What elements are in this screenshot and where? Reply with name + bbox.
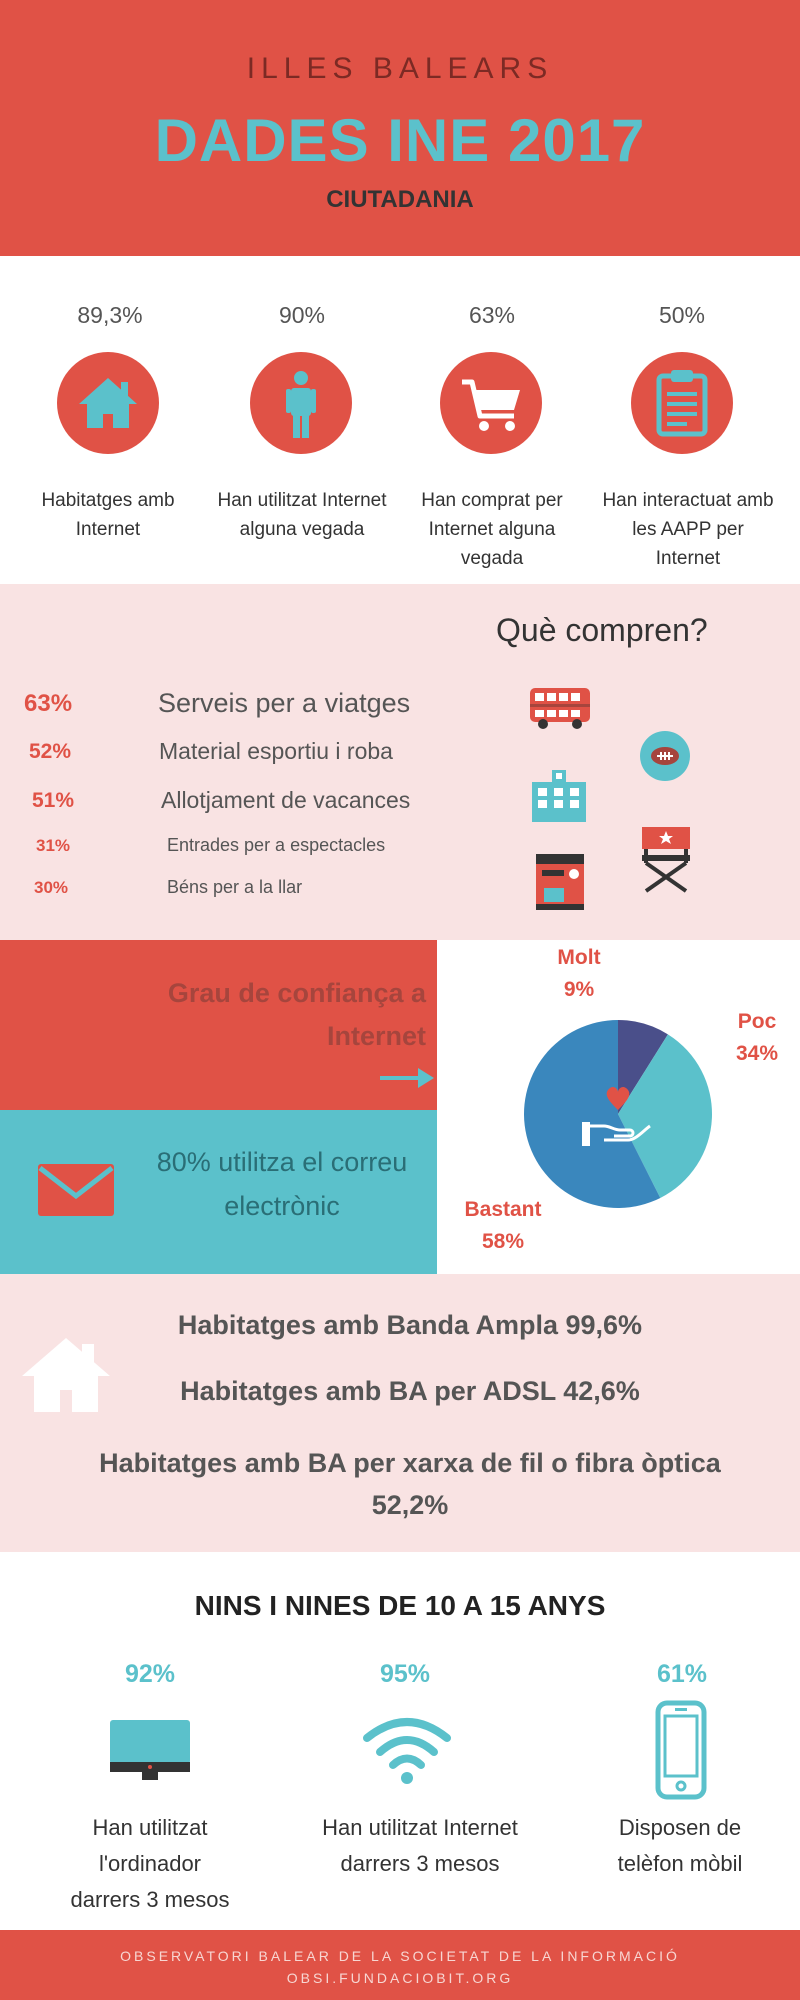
- stat-value: 50%: [658, 302, 706, 328]
- footer-organization: OBSERVATORI BALEAR DE LA SOCIETAT DE LA …: [120, 1948, 680, 1964]
- mobile-phone-icon: [655, 1700, 707, 1800]
- footer-website[interactable]: OBSI.FUNDACIOBIT.ORG: [286, 1970, 514, 1986]
- email-stat: 80% utilitza el correu electrònic: [156, 1147, 408, 1221]
- kid-stat-value: 92%: [124, 1660, 176, 1688]
- coffee-machine-icon: [536, 854, 584, 910]
- purchase-value: 31%: [36, 836, 71, 855]
- page-subtitle: CIUTADANIA: [326, 186, 474, 213]
- pie-label-poc: Poc 34%: [735, 1010, 779, 1065]
- broadband-total: Habitatges amb Banda Ampla 99,6%: [177, 1310, 643, 1340]
- broadband-section: [0, 1274, 800, 1552]
- stat-value: 90%: [278, 302, 326, 328]
- pie-slice-molt: [618, 1020, 668, 1114]
- envelope-icon: [38, 1164, 114, 1216]
- kid-stat-label: Disposen de telèfon mòbil: [617, 1815, 743, 1876]
- person-icon: [250, 352, 352, 454]
- pie-slice-bastant: [523, 1020, 661, 1208]
- kid-stat-value: 95%: [379, 1660, 431, 1688]
- broadband-fiber: Habitatges amb BA per xarxa de fil o fib…: [99, 1448, 721, 1478]
- house-icon: [57, 352, 159, 454]
- broadband-fiber-value: 52,2%: [371, 1490, 449, 1520]
- bus-icon: [530, 688, 590, 729]
- stat-value: 89,3%: [77, 302, 143, 328]
- arrow-right-icon: [380, 1068, 434, 1088]
- shopping-cart-icon: [440, 352, 542, 454]
- pie-slice-poc: [618, 1034, 712, 1198]
- stat-label: Habitatges amb Internet: [41, 490, 175, 540]
- trust-title: Grau de confiança a Internet: [167, 978, 426, 1051]
- stat-label: Han interactuat amb les AAPP per Interne…: [602, 490, 774, 569]
- football-icon: [640, 731, 690, 781]
- page-title: DADES INE 2017: [154, 107, 646, 174]
- house-icon: [22, 1338, 110, 1412]
- kid-stat-label: Han utilitzat Internet darrers 3 mesos: [322, 1815, 518, 1876]
- stat-label: Han utilitzat Internet alguna vegada: [217, 490, 387, 540]
- purchase-label: Allotjament de vacances: [161, 787, 411, 813]
- purchase-label: Entrades per a espectacles: [167, 835, 386, 855]
- stat-label: Han comprat per Internet alguna vegada: [421, 490, 563, 569]
- purchases-title: Què compren?: [496, 612, 708, 648]
- footer: [0, 1930, 800, 2000]
- monitor-icon: [110, 1720, 190, 1780]
- purchase-label: Material esportiu i roba: [159, 738, 393, 764]
- region-title: ILLES BALEARS: [246, 52, 554, 85]
- wifi-icon: [363, 1718, 451, 1784]
- clipboard-icon: [631, 352, 733, 454]
- heart-hand-icon: [582, 1086, 651, 1146]
- director-chair-icon: [642, 827, 690, 893]
- purchase-value: 52%: [29, 740, 72, 763]
- trust-pie-chart: [523, 1020, 712, 1208]
- pie-label-bastant: Bastant 58%: [464, 1198, 542, 1253]
- kid-stat-label: Han utilitzat l'ordinador darrers 3 meso…: [70, 1815, 230, 1912]
- trust-panel: [0, 940, 437, 1110]
- stat-value: 63%: [468, 302, 516, 328]
- header-banner: [0, 0, 800, 256]
- kids-title: NINS I NINES DE 10 A 15 ANYS: [194, 1590, 606, 1621]
- hotel-icon: [532, 770, 586, 822]
- kid-stat-value: 61%: [656, 1660, 708, 1688]
- purchase-value: 63%: [24, 690, 73, 717]
- purchase-label: Béns per a la llar: [167, 877, 303, 897]
- purchase-value: 51%: [32, 789, 75, 812]
- pie-label-molt: Molt 9%: [557, 946, 601, 1001]
- purchase-label: Serveis per a viatges: [158, 688, 411, 718]
- purchase-value: 30%: [34, 878, 69, 897]
- broadband-adsl: Habitatges amb BA per ADSL 42,6%: [180, 1376, 640, 1406]
